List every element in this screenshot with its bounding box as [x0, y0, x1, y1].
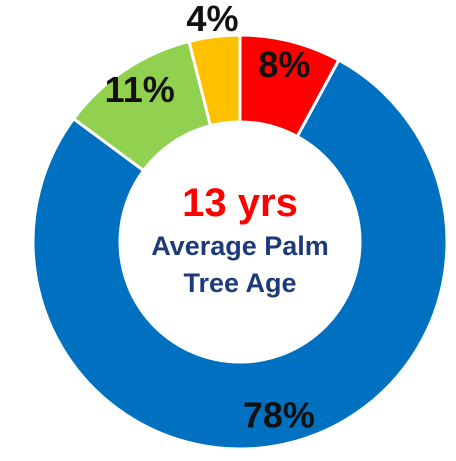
center-annotation: 13 yrs Average Palm Tree Age [130, 178, 350, 302]
donut-slice [31, 58, 449, 451]
slice-label: 8% [258, 44, 310, 85]
slice-label: 78% [243, 394, 315, 435]
donut-slice [187, 33, 242, 128]
center-label: Average Palm Tree Age [151, 231, 329, 298]
slice-label: 4% [186, 0, 238, 39]
slice-label: 11% [105, 69, 175, 110]
center-value: 13 yrs [182, 181, 298, 225]
